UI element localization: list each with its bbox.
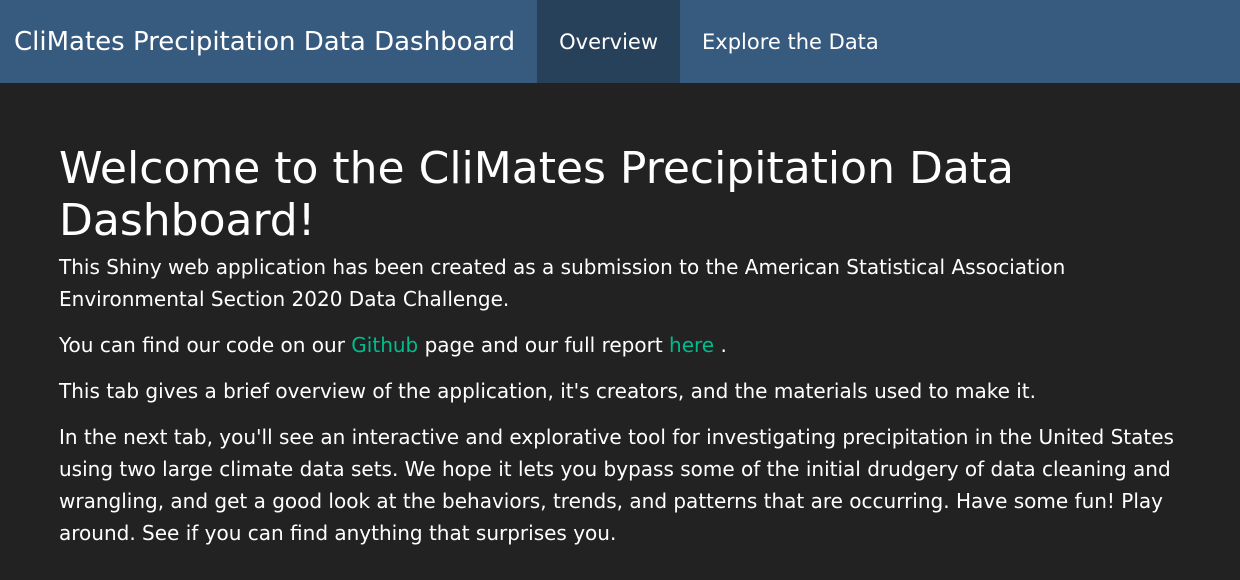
github-link[interactable]: Github: [351, 333, 419, 357]
links-text-after: .: [714, 333, 727, 357]
links-text-middle: page and our full report: [418, 333, 670, 357]
next-tab-paragraph: In the next tab, you'll see an interacti…: [59, 425, 1174, 545]
links-paragraph: You can find our code on our Github page…: [59, 329, 1200, 361]
nav-tabs: Overview Explore the Data: [537, 0, 901, 83]
intro-paragraph: This Shiny web application has been crea…: [59, 255, 1066, 311]
navbar: CliMates Precipitation Data Dashboard Ov…: [0, 0, 1240, 83]
tab-overview[interactable]: Overview: [537, 0, 681, 83]
links-text-before: You can find our code on our: [59, 333, 352, 357]
tab-explore-the-data[interactable]: Explore the Data: [702, 29, 879, 54]
page-title: Welcome to the CliMates Precipitation Da…: [59, 143, 1015, 246]
main-content: Welcome to the CliMates Precipitation Da…: [0, 83, 1240, 549]
navbar-brand[interactable]: CliMates Precipitation Data Dashboard: [14, 26, 516, 57]
overview-paragraph: This tab gives a brief overview of the a…: [59, 379, 1036, 403]
report-link[interactable]: here: [669, 333, 715, 357]
